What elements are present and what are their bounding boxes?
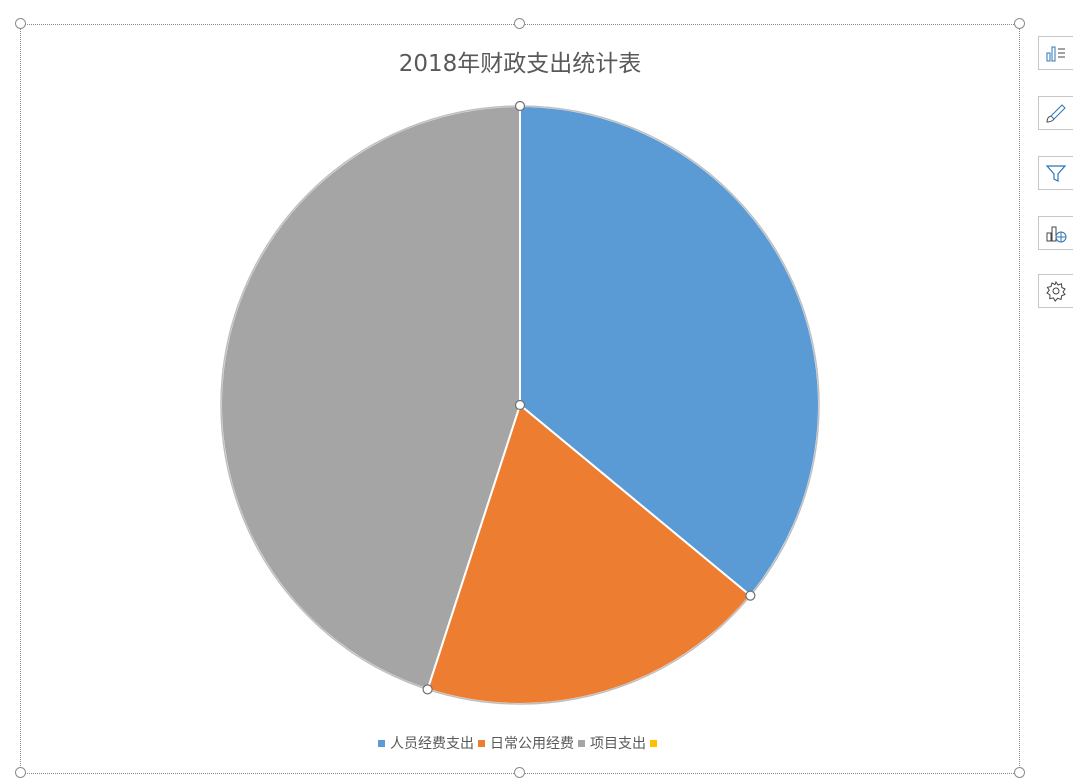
resize-handle-bottom-right[interactable] bbox=[1014, 767, 1025, 778]
chart-styles-icon bbox=[1046, 104, 1066, 123]
pie-center-handle[interactable] bbox=[514, 399, 526, 411]
pie-boundary-handle-1[interactable] bbox=[514, 100, 526, 112]
pie-boundary-handle-3[interactable] bbox=[422, 684, 433, 695]
resize-handle-top-left[interactable] bbox=[15, 18, 26, 29]
chart-layout-icon bbox=[1046, 226, 1067, 243]
pie-chart bbox=[220, 100, 820, 705]
chart-title[interactable]: 2018年财政支出统计表 bbox=[398, 51, 642, 77]
chart-elements-icon bbox=[1046, 46, 1065, 62]
legend-entry-4[interactable] bbox=[650, 739, 662, 747]
legend-entry-1[interactable]: 人员经费支出 bbox=[378, 733, 474, 753]
legend-label: 日常公用经费 bbox=[490, 736, 574, 752]
pie-boundary-handle-2[interactable] bbox=[745, 590, 756, 601]
chart-filters-button[interactable] bbox=[1038, 156, 1073, 190]
legend-entry-2[interactable]: 日常公用经费 bbox=[478, 733, 574, 753]
chart-settings-button[interactable] bbox=[1038, 274, 1073, 308]
resize-handle-bottom-middle[interactable] bbox=[514, 767, 525, 778]
legend-label: 人员经费支出 bbox=[390, 736, 474, 752]
resize-handle-top-middle[interactable] bbox=[514, 18, 525, 29]
chart-elements-button[interactable] bbox=[1038, 36, 1073, 70]
legend-swatch bbox=[650, 739, 657, 747]
resize-handle-top-right[interactable] bbox=[1014, 18, 1025, 29]
legend[interactable]: 人员经费支出 日常公用经费 项目支出 bbox=[0, 733, 1040, 753]
chart-settings-icon bbox=[1046, 280, 1066, 302]
resize-handle-bottom-left[interactable] bbox=[15, 767, 26, 778]
legend-label: 项目支出 bbox=[590, 736, 646, 752]
chart-filters-icon bbox=[1045, 165, 1067, 182]
legend-swatch bbox=[578, 739, 585, 747]
legend-entry-3[interactable]: 项目支出 bbox=[578, 733, 646, 753]
chart-layout-button[interactable] bbox=[1038, 216, 1073, 250]
legend-swatch bbox=[478, 739, 485, 747]
legend-swatch bbox=[378, 739, 385, 747]
chart-styles-button[interactable] bbox=[1038, 96, 1073, 130]
